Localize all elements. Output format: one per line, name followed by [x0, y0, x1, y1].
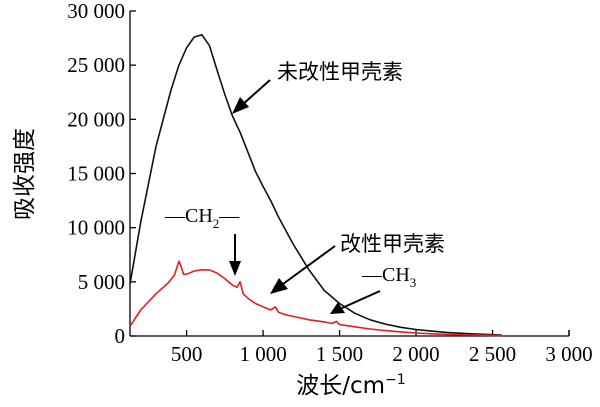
ch2-suffix: — — [218, 205, 240, 227]
ch3-prefix: —CH — [361, 264, 410, 286]
ch3-sub: 3 — [410, 275, 417, 290]
y-tick-label: 5 000 — [78, 270, 125, 294]
y-tick-label: 25 000 — [67, 53, 125, 77]
arrow-ch3-head — [330, 302, 345, 314]
y-tick-label: 30 000 — [67, 0, 125, 23]
annotation-modified-chitin: 改性甲壳素 — [340, 232, 445, 256]
series-line-modified-chitin — [129, 260, 502, 337]
annotation-ch2: —CH2— — [164, 205, 240, 231]
x-axis-title-main: 波长/cm — [296, 373, 385, 399]
x-tick-label: 500 — [171, 342, 203, 366]
annotation-ch3: —CH3 — [361, 264, 416, 290]
arrow-unmodified-line — [241, 79, 271, 106]
series-line-unmodified-chitin — [129, 34, 502, 336]
x-axis-title: 波长/cm−1 — [296, 372, 405, 399]
arrow-modified-line — [282, 245, 336, 285]
x-tick-label: 1 000 — [239, 342, 286, 366]
ch2-prefix: —CH — [164, 205, 213, 227]
x-tick-label: 3 000 — [545, 342, 592, 366]
y-tick-label: 10 000 — [67, 216, 125, 240]
y-tick-label: 15 000 — [67, 162, 125, 186]
series-layer — [129, 34, 502, 337]
x-tick-label: 2 000 — [392, 342, 439, 366]
x-ticks: 500 1 000 1 500 2 000 2 500 3 000 — [171, 330, 593, 366]
arrow-unmodified-head — [232, 97, 249, 114]
y-ticks: 0 5 000 10 000 15 000 20 000 25 000 30 000 — [67, 0, 136, 348]
y-tick-label: 20 000 — [67, 107, 125, 131]
x-axis-title-sup: −1 — [385, 372, 406, 388]
x-tick-label: 1 500 — [316, 342, 363, 366]
annotation-unmodified-chitin: 未改性甲壳素 — [277, 60, 403, 84]
ch2-sub: 2 — [213, 216, 220, 231]
arrow-ch2-head — [229, 261, 241, 276]
arrow-ch3-line — [341, 290, 381, 309]
arrow-modified-head — [270, 278, 288, 294]
x-tick-label: 2 500 — [469, 342, 516, 366]
y-axis-title: 吸收强度 — [12, 128, 38, 220]
y-tick-label: 0 — [115, 324, 126, 348]
